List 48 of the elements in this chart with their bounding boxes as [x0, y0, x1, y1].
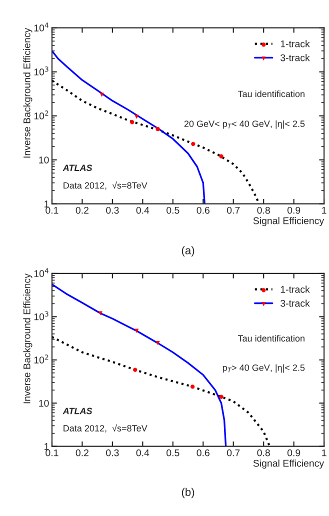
y-tick-label: 10$^{3}$: [34, 311, 48, 320]
annotation: 20 GeV< p$_{T}$< 40 GeV, |η|< 2.5: [184, 120, 305, 129]
legend-label: 1-track: [280, 286, 310, 293]
y-tick-label: 10$^{3}$: [34, 66, 48, 76]
y-tick-label: 10: [39, 400, 49, 407]
x-tick-label: 0.7: [226, 206, 240, 214]
x-tick-label: 0.1: [46, 206, 58, 214]
legend-label: 1-track: [280, 40, 310, 48]
x-axis-title: Signal Efficiency: [253, 460, 324, 469]
y-tick-label: 10$^{4}$: [34, 22, 49, 32]
x-tick-label: 0.8: [257, 449, 270, 456]
annotation: Tau identification: [238, 334, 304, 342]
y-tick-label: 10$^{2}$: [34, 354, 48, 364]
x-tick-label: 0.6: [196, 206, 210, 214]
x-axis-title: Signal Efficiency: [253, 217, 324, 226]
x-tick-label: 0.7: [226, 449, 240, 456]
legend-label: 3-track: [280, 54, 310, 62]
annotation: Data 2012, √s=8TeV: [64, 181, 148, 190]
x-tick-label: 0.1: [46, 449, 58, 456]
y-tick-label: 10: [39, 156, 49, 164]
annotation: ATLAS: [62, 164, 92, 172]
x-tick-label: 0.5: [166, 449, 180, 456]
legend-label: 3-track: [280, 300, 310, 307]
x-tick-label: 1: [322, 206, 326, 214]
text: (a): [182, 246, 194, 256]
x-tick-label: 0.3: [106, 206, 119, 214]
text: (b): [182, 488, 194, 498]
annotation: p$_{T}$> 40 GeV, |η|< 2.5: [222, 364, 305, 373]
y-tick-label: 10$^{2}$: [34, 110, 48, 120]
x-tick-label: 0.2: [76, 449, 88, 456]
y-tick-label: 1: [44, 200, 49, 208]
x-tick-label: 1: [322, 449, 326, 456]
x-tick-label: 0.9: [287, 449, 300, 456]
y-tick-label: 1: [44, 443, 49, 450]
y-tick-label: 10$^{4}$: [34, 268, 49, 278]
y-axis-title: Inverse Background Efficiency: [23, 28, 32, 158]
x-tick-label: 0.2: [76, 206, 88, 214]
x-tick-label: 0.3: [106, 449, 119, 456]
annotation: Data 2012, √s=8TeV: [64, 424, 148, 433]
x-tick-label: 0.6: [196, 449, 210, 456]
x-tick-label: 0.4: [136, 449, 150, 456]
annotation: ATLAS: [62, 408, 92, 414]
annotation: Tau identification: [238, 90, 304, 98]
x-tick-label: 0.5: [166, 206, 180, 214]
x-tick-label: 0.9: [287, 206, 300, 214]
x-tick-label: 0.4: [136, 206, 150, 214]
x-tick-label: 0.8: [257, 206, 270, 214]
y-axis-title: Inverse Background Efficiency: [23, 273, 32, 404]
